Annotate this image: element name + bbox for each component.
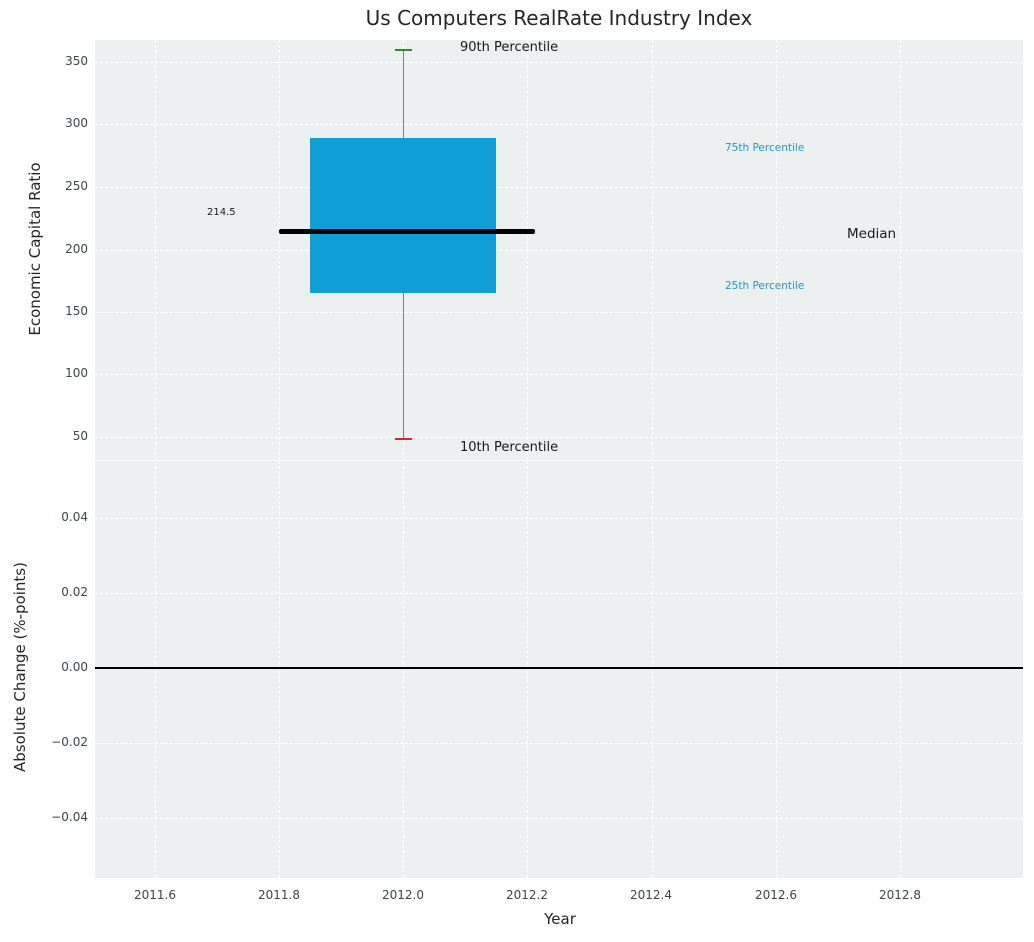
grid-line — [900, 461, 901, 878]
whisker-cap-90th — [395, 49, 412, 51]
grid-line — [95, 668, 1023, 669]
annotation-90th-percentile: 90th Percentile — [460, 40, 559, 55]
y-tick-label: 100 — [65, 366, 88, 380]
y-axis-label-top: Economic Capital Ratio — [26, 162, 44, 336]
top-panel: 90th Percentile 75th Percentile Median 2… — [95, 40, 1023, 460]
y-axis-label-bottom: Absolute Change (%-points) — [11, 562, 29, 772]
x-tick-label: 2012.6 — [755, 888, 797, 902]
grid-line — [155, 40, 156, 460]
y-tick-label: 250 — [65, 179, 88, 193]
grid-line — [95, 250, 1023, 251]
grid-line — [155, 461, 156, 878]
median-line — [279, 229, 535, 234]
x-tick-label: 2012.0 — [382, 888, 424, 902]
grid-line — [279, 40, 280, 460]
grid-line — [95, 374, 1023, 375]
x-tick-label: 2011.8 — [258, 888, 300, 902]
grid-line — [95, 187, 1023, 188]
grid-line — [776, 40, 777, 460]
y-tick-label: 200 — [65, 242, 88, 256]
grid-line — [95, 518, 1023, 519]
x-tick-label: 2012.8 — [879, 888, 921, 902]
iqr-box — [310, 138, 496, 293]
zero-change-line — [95, 667, 1023, 669]
x-tick-label: 2012.2 — [506, 888, 548, 902]
annotation-10th-percentile: 10th Percentile — [460, 440, 559, 455]
x-tick-label: 2012.4 — [630, 888, 672, 902]
y-tick-label: 0.00 — [61, 660, 88, 674]
grid-line — [279, 461, 280, 878]
bottom-panel — [95, 461, 1023, 878]
annotation-75th-percentile: 75th Percentile — [725, 142, 805, 154]
grid-line — [95, 437, 1023, 438]
x-axis-label: Year — [544, 910, 576, 928]
grid-line — [403, 461, 404, 878]
y-tick-label: 300 — [65, 116, 88, 130]
grid-line — [95, 62, 1023, 63]
chart-title: Us Computers RealRate Industry Index — [365, 6, 753, 30]
annotation-25th-percentile: 25th Percentile — [725, 280, 805, 292]
grid-line — [776, 461, 777, 878]
y-tick-label: 150 — [65, 304, 88, 318]
y-tick-label: 50 — [72, 429, 88, 443]
y-tick-label: 0.02 — [61, 585, 88, 599]
grid-line — [900, 40, 901, 460]
x-tick-label: 2011.6 — [134, 888, 176, 902]
grid-line — [95, 312, 1023, 313]
y-tick-label: −0.04 — [51, 810, 88, 824]
grid-line — [652, 40, 653, 460]
y-tick-label: −0.02 — [51, 735, 88, 749]
y-tick-label: 0.04 — [61, 510, 88, 524]
grid-line — [95, 818, 1023, 819]
grid-line — [95, 743, 1023, 744]
median-value-label: 214.5 — [207, 207, 236, 218]
grid-line — [527, 461, 528, 878]
annotation-median: Median — [847, 226, 897, 242]
grid-line — [527, 40, 528, 460]
whisker-cap-10th — [395, 438, 412, 440]
y-tick-label: 350 — [65, 54, 88, 68]
grid-line — [652, 461, 653, 878]
grid-line — [95, 124, 1023, 125]
grid-line — [95, 593, 1023, 594]
